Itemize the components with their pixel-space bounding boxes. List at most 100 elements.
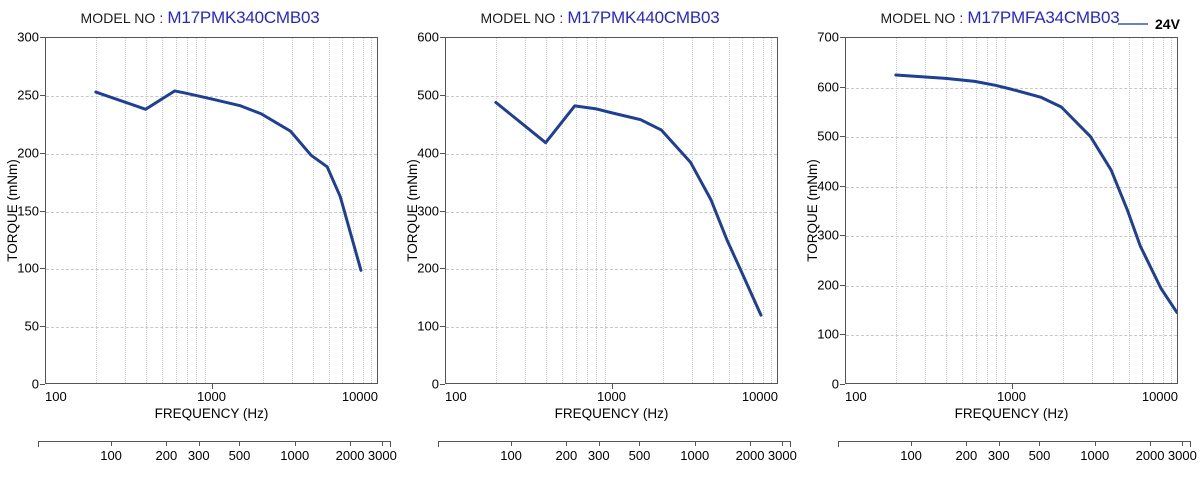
- x-tick-mark: [611, 384, 613, 389]
- y-tick-mark: [840, 235, 845, 237]
- y-tick-mark: [440, 384, 445, 385]
- x-gridline: [1112, 38, 1114, 383]
- speed-tick-label: 3000: [767, 448, 797, 463]
- x-gridline: [371, 38, 373, 383]
- speed-tick-mark: [239, 441, 241, 446]
- model-no-value: M17PMFA34CMB03: [967, 8, 1120, 27]
- speed-tick-mark: [966, 441, 968, 446]
- y-tick-label: 0: [831, 376, 839, 392]
- y-tick-mark: [840, 185, 845, 187]
- x-tick-label: 1000: [997, 389, 1026, 404]
- speed-tick-label: 3000: [1167, 448, 1197, 463]
- x-gridline: [762, 38, 764, 383]
- y-tick-label: 400: [417, 145, 439, 161]
- plot-wrap-1: 0 50 100 150 200 250 300 100 1000 10000: [17, 30, 378, 404]
- y-tick-mark: [440, 326, 445, 328]
- y-tick-label: 500: [417, 87, 439, 103]
- x-gridline: [496, 38, 498, 383]
- x-gridline: [742, 38, 744, 383]
- chart-panel-3: MODEL NO : M17PMFA34CMB03 TORQUE (mNm) 0 10…: [800, 0, 1200, 481]
- y-tick-mark: [440, 210, 445, 212]
- speed-tick-mark: [998, 441, 1000, 446]
- y-tick-label: 500: [817, 128, 839, 144]
- speed-tick-label: 100: [100, 448, 122, 463]
- y-tick-mark: [840, 384, 845, 385]
- x-gridline: [962, 38, 964, 383]
- x-gridline: [125, 38, 127, 383]
- y-tick-label: 100: [417, 318, 439, 334]
- y-tick-mark: [840, 284, 845, 286]
- y-tick-label: 700: [817, 29, 839, 45]
- y-tick-label: 150: [17, 203, 39, 218]
- speed-tick-label: 200: [155, 448, 178, 463]
- y-tick-mark: [40, 94, 45, 96]
- model-no-label: MODEL NO :: [880, 10, 968, 26]
- y-tick-mark: [40, 268, 45, 270]
- y-tick-label: 200: [17, 145, 39, 161]
- x-gridline: [753, 38, 755, 383]
- y-tick-mark: [40, 210, 45, 212]
- speed-axis-line: [438, 441, 790, 442]
- x-gridline: [1091, 38, 1093, 383]
- y-gridline: [46, 269, 377, 271]
- plot-wrap-3: 0 100 200 300 400 500 600 700 100 1000 10000: [817, 30, 1178, 404]
- x-gridline: [362, 38, 364, 383]
- x-gridline: [1128, 38, 1130, 383]
- y-tick-label: 300: [817, 227, 839, 243]
- y-gridline: [846, 137, 1177, 139]
- speed-tick-label: 300: [587, 448, 610, 463]
- x-gridline: [1062, 38, 1064, 383]
- y-tick-label: 600: [417, 29, 439, 45]
- chart-title-1: MODEL NO : M17PMK340CMB03: [0, 8, 400, 28]
- y-tick-label: 0: [31, 376, 39, 392]
- plot-wrap-2: 0 100 200 300 400 500 600 100 1000 10000: [417, 30, 778, 404]
- speed-tick-mark: [294, 441, 296, 446]
- speed-tick-mark: [566, 441, 568, 446]
- y-gridline: [446, 95, 777, 97]
- chart-panel-2: MODEL NO : M17PMK440CMB03 TORQUE (mNm) 0 10…: [400, 0, 800, 481]
- speed-tick-mark: [639, 441, 641, 446]
- x-gridline: [586, 38, 588, 383]
- x-gridline: [353, 38, 355, 383]
- x-gridline: [596, 38, 598, 383]
- speed-axis-cap-right: [790, 441, 791, 447]
- x-gridline: [896, 38, 898, 383]
- y-tick-mark: [40, 37, 45, 38]
- y-tick-label: 250: [17, 87, 39, 103]
- legend-line-swatch: [1118, 23, 1148, 25]
- x-gridline: [562, 38, 564, 383]
- y-tick-label: 400: [817, 178, 839, 194]
- speed-tick-mark: [1039, 441, 1041, 446]
- chart-panel-1: MODEL NO : M17PMK340CMB03 TORQUE (mNm) 0 50…: [0, 0, 400, 481]
- speed-tick-mark: [1182, 441, 1184, 446]
- speed-axis-cap-left: [38, 441, 39, 447]
- x-tick-label: 100: [445, 389, 467, 404]
- speed-tick-label: 200: [955, 448, 978, 463]
- speed-tick-label: 3000: [367, 448, 397, 463]
- y-tick-mark: [440, 94, 445, 96]
- y-gridline: [446, 327, 777, 329]
- speed-tick-mark: [1094, 441, 1096, 446]
- speed-tick-mark: [782, 441, 784, 446]
- y-gridline: [446, 211, 777, 213]
- plot-area-2: [445, 37, 778, 384]
- plot-area-1: [45, 37, 378, 384]
- series-line-24V: [494, 100, 763, 317]
- speed-tick-label: 500: [228, 448, 251, 463]
- y-gridline: [446, 153, 777, 155]
- y-tick-mark: [840, 334, 845, 336]
- y-gridline: [46, 211, 377, 213]
- x-tick-mark: [1011, 384, 1013, 389]
- speed-tick-label: 2000: [735, 448, 765, 463]
- x-tick-label: 1000: [197, 389, 226, 404]
- x-axis-title-1: FREQUENCY (Hz): [154, 406, 269, 421]
- x-gridline: [546, 38, 548, 383]
- x-gridline: [712, 38, 714, 383]
- y-tick-mark: [40, 326, 45, 328]
- y-tick-label: 300: [417, 203, 439, 218]
- speed-tick-mark: [1150, 441, 1152, 446]
- x-gridline: [728, 38, 730, 383]
- model-no-label: MODEL NO :: [80, 10, 168, 26]
- y-tick-mark: [840, 37, 845, 38]
